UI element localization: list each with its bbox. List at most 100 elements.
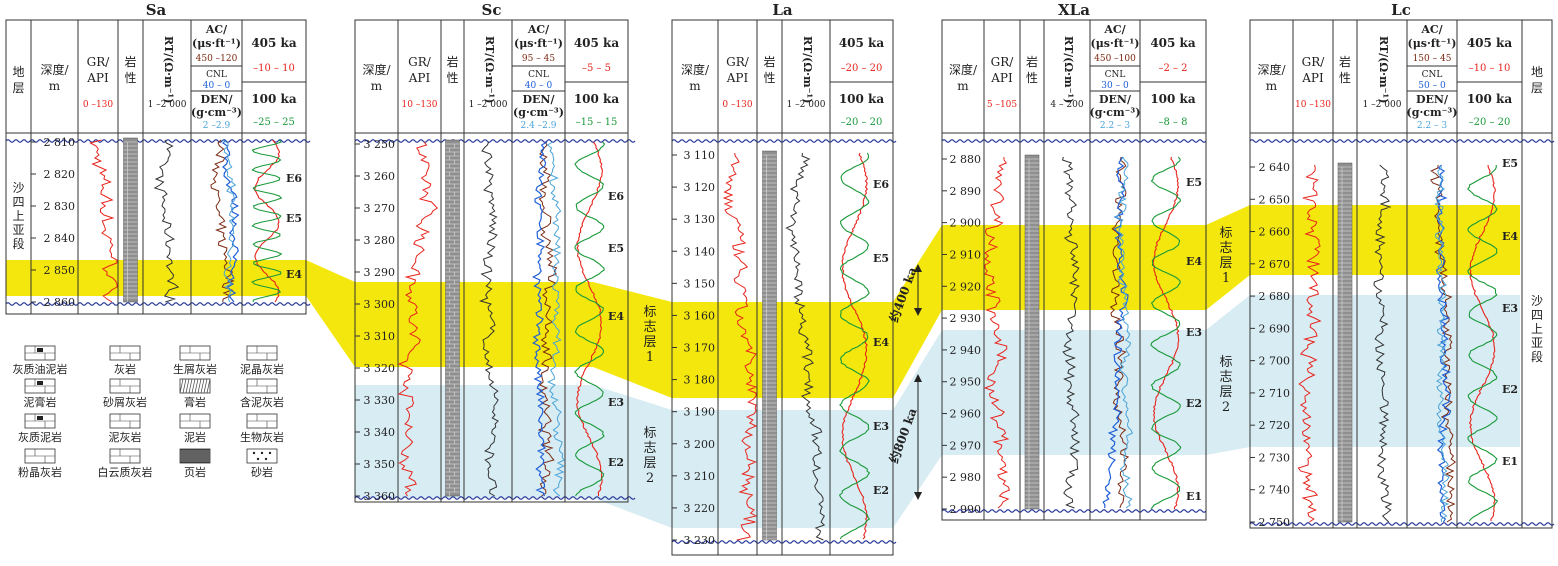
marker-layer-1-label: 层 xyxy=(1219,256,1232,271)
depth-tick-label: 3 280 xyxy=(364,234,396,247)
well-xla: XLa 深度/m 2 880 2 890 2 900 2 910 2 920 2 930 2 9… xyxy=(941,1,1207,521)
den-header: (g·cm⁻³) xyxy=(1090,106,1141,119)
legend-swatch-dot xyxy=(256,457,260,461)
den-range: 2.2 – 3 xyxy=(1100,121,1131,131)
gr-header: API xyxy=(1301,71,1324,85)
well-name: Lc xyxy=(1391,1,1411,19)
cnl-curve xyxy=(1102,156,1129,509)
depth-tick-label: 3 350 xyxy=(364,458,396,471)
e-cycle-label: E4 xyxy=(1502,230,1518,243)
depth-tick-label: 2 950 xyxy=(950,376,982,389)
e-cycle-label: E5 xyxy=(1502,157,1518,170)
den-header: (g·cm⁻³) xyxy=(1407,106,1458,119)
lithology-column xyxy=(445,139,460,497)
gr-curve xyxy=(1297,164,1322,523)
depth-tick-label: 2 850 xyxy=(44,264,76,277)
depth-tick-label: 3 270 xyxy=(364,202,396,215)
rt-curve xyxy=(1062,156,1081,509)
e-cycle-label: E6 xyxy=(873,178,889,191)
depth-tick-label: 2 970 xyxy=(950,439,982,452)
unconformity-bottom xyxy=(671,540,897,544)
legend-swatch xyxy=(109,345,141,361)
ka100-header: 100 ka xyxy=(839,92,885,106)
well-sc: Sc 深度/m 3 250 3 260 3 270 3 280 3 290 3 300 3 31… xyxy=(354,1,636,503)
depth-tick-label: 3 160 xyxy=(684,309,716,322)
ka100-range: –8 – 8 xyxy=(1158,117,1187,128)
rt-header: RT/(Ω·m⁻¹) xyxy=(483,36,496,103)
depth-tick-label: 2 910 xyxy=(950,248,982,261)
legend-swatch xyxy=(179,413,211,429)
ac-curve xyxy=(210,139,235,303)
e-cycle-label: E4 xyxy=(1186,255,1202,268)
depth-header: 深度/ xyxy=(681,62,710,77)
lithology-column xyxy=(123,137,138,303)
ka405-curve xyxy=(1152,156,1180,510)
unconformity-top xyxy=(941,139,1207,143)
legend-swatch-box xyxy=(246,448,278,464)
legend-swatch-hatch xyxy=(185,378,190,394)
ac-header: AC/ xyxy=(527,23,550,36)
legend-label: 生屑灰岩 xyxy=(173,362,217,376)
legend-swatch-hatch xyxy=(182,378,187,394)
e-cycle-label: E2 xyxy=(1186,397,1202,410)
e-cycle-label: E2 xyxy=(608,456,624,469)
depth-tick-label: 3 110 xyxy=(684,149,716,162)
marker-layer-2-label: 志 xyxy=(1219,370,1232,385)
ka100-curve xyxy=(838,152,871,540)
depth-tick-label: 2 930 xyxy=(950,312,982,325)
stratum-label: 亚 xyxy=(12,223,24,237)
well-body-frame xyxy=(941,132,1207,521)
depth-tick-label: 2 710 xyxy=(1259,387,1291,400)
den-header: DEN/ xyxy=(523,93,556,106)
legend-label: 灰质油泥岩 xyxy=(13,362,68,376)
ac-range: 450 –100 xyxy=(1094,54,1136,64)
stratum-label: 上 xyxy=(12,209,24,223)
den-header: (g·cm⁻³) xyxy=(513,106,564,119)
well-lc: Lc 深度/m 2 640 2 650 2 660 2 670 2 680 2 690 2 70… xyxy=(1249,1,1555,529)
depth-tick-label: 2 980 xyxy=(950,471,982,484)
depth-tick-label: 2 830 xyxy=(44,200,76,213)
depth-tick-label: 2 810 xyxy=(44,136,76,149)
depth-header: 深度/ xyxy=(40,62,69,77)
depth-tick-label: 3 360 xyxy=(364,490,396,503)
cnl-header: CNL xyxy=(528,70,549,80)
legend-swatch-hatch xyxy=(200,378,205,394)
e-cycle-label: E6 xyxy=(608,190,624,203)
depth-tick-label: 3 180 xyxy=(684,374,716,387)
cnl-header: CNL xyxy=(1105,70,1126,80)
cycle-400-arrowhead xyxy=(914,308,922,316)
depth-tick-label: 2 990 xyxy=(950,503,982,516)
e-cycle-label: E3 xyxy=(1186,326,1202,339)
rt-header: RT/(Ω·m⁻¹) xyxy=(1062,36,1075,103)
lith-header: 岩 xyxy=(124,54,136,69)
depth-tick-label: 3 260 xyxy=(364,170,396,183)
ka405-range: –20 – 20 xyxy=(841,63,883,74)
ka100-range: –25 – 25 xyxy=(253,117,295,128)
lith-header: 岩 xyxy=(763,54,775,69)
lith-header: 岩 xyxy=(1026,54,1038,69)
gr-header: GR/ xyxy=(408,55,432,69)
ac-range: 450 –120 xyxy=(196,54,238,64)
rt-curve xyxy=(153,139,180,303)
lithology-column xyxy=(1337,162,1353,523)
gr-range: 0 –130 xyxy=(83,100,114,110)
ac-header: AC/ xyxy=(1103,23,1126,36)
depth-header: 深度/ xyxy=(362,62,391,77)
rt-range: 1 –2 000 xyxy=(1363,100,1402,110)
lith-header: 性 xyxy=(1026,71,1038,85)
marker-layer-1-label: 标 xyxy=(643,305,656,320)
legend-label: 泥膏岩 xyxy=(24,395,57,409)
e-cycle-label: E5 xyxy=(1186,176,1202,189)
lith-header: 岩 xyxy=(1339,54,1351,69)
lithology-column xyxy=(1024,154,1040,510)
depth-tick-label: 2 890 xyxy=(950,185,982,198)
legend-label: 生物灰岩 xyxy=(240,430,284,444)
den-range: 2.2 – 3 xyxy=(1417,121,1448,131)
legend-swatch-mark xyxy=(37,416,43,420)
cnl-range: 40 – 0 xyxy=(203,81,231,91)
legend-swatch xyxy=(24,345,56,361)
marker-layer-2-label: 层 xyxy=(643,456,656,471)
legend-swatch xyxy=(109,378,141,394)
ac-header: (μs·ft⁻¹) xyxy=(1408,37,1457,50)
